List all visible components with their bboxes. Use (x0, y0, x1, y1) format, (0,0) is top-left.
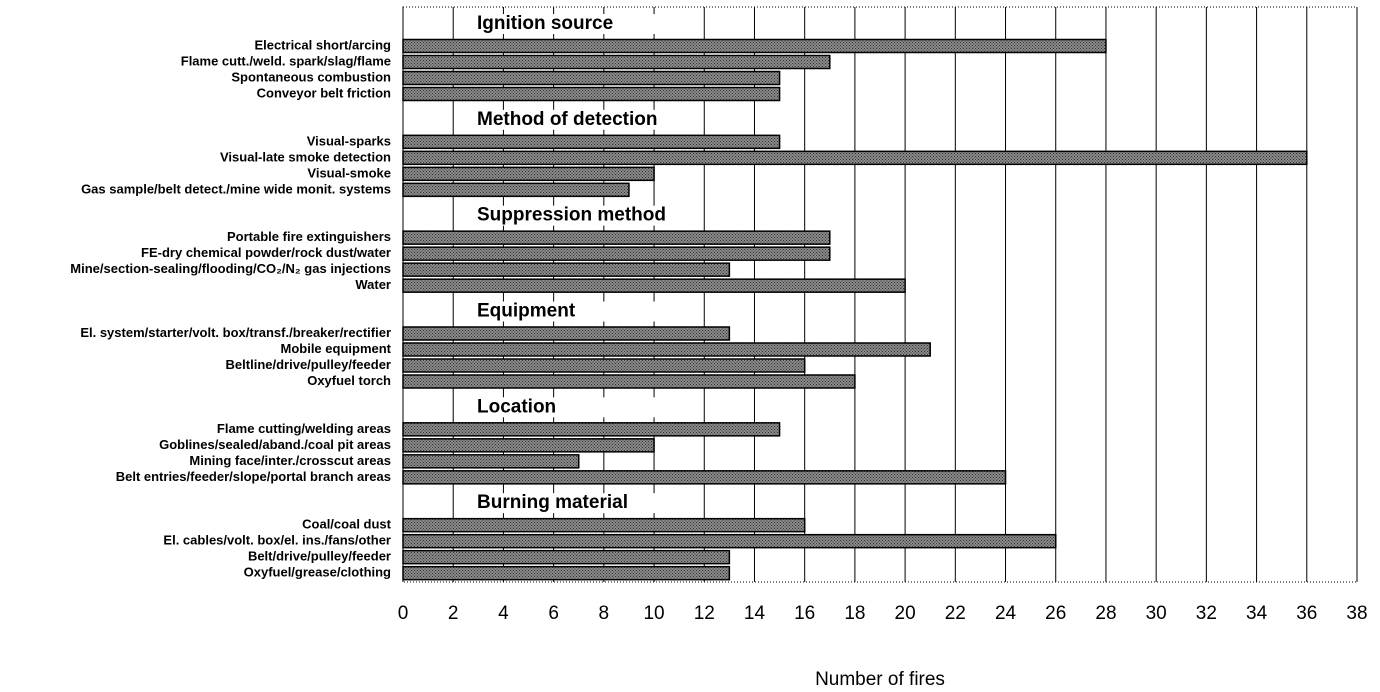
x-tick-label: 22 (945, 603, 966, 624)
bar (402, 38, 1107, 54)
y-tick-label: Gas sample/belt detect./mine wide monit.… (81, 181, 391, 196)
bar (402, 565, 731, 581)
y-tick-label: Goblines/sealed/aband./coal pit areas (159, 437, 391, 452)
x-tick-label: 32 (1196, 603, 1217, 624)
group-header: Burning material (477, 492, 628, 513)
group-header-bg (476, 14, 666, 34)
bar (402, 422, 781, 437)
x-tick-label: 24 (995, 603, 1017, 624)
x-tick-label: 2 (448, 603, 459, 624)
x-axis-label: Number of fires (815, 669, 945, 690)
x-tick-label: 18 (844, 603, 865, 624)
x-tick-label: 8 (599, 603, 610, 624)
y-tick-label: Coal/coal dust (302, 517, 392, 532)
x-tick-label: 30 (1146, 603, 1167, 624)
y-tick-label: Mobile equipment (281, 341, 392, 356)
y-tick-label: FE-dry chemical powder/rock dust/water (141, 245, 391, 260)
y-tick-label: Water (355, 277, 391, 292)
y-tick-label: Oxyfuel/grease/clothing (244, 565, 391, 580)
bar (402, 134, 781, 150)
x-tick-label: 12 (694, 603, 715, 624)
y-tick-label: Mining face/inter./crosscut areas (189, 453, 391, 468)
bar (402, 326, 731, 341)
bar (402, 70, 781, 86)
y-tick-label: Oxyfuel torch (307, 373, 391, 388)
y-tick-label: Conveyor belt friction (257, 85, 391, 100)
group-header-bg (476, 397, 666, 418)
x-tick-label: 10 (643, 603, 664, 624)
bar (402, 182, 630, 198)
bar (402, 246, 831, 261)
y-tick-label: El. system/starter/volt. box/transf./bre… (80, 325, 391, 340)
x-tick-label: 14 (744, 603, 766, 624)
bar (402, 358, 806, 373)
bar (402, 342, 931, 357)
bar (402, 533, 1057, 549)
bar (402, 470, 1007, 485)
group-header-bg (476, 493, 666, 514)
bar (402, 454, 580, 469)
x-tick-label: 6 (548, 603, 559, 624)
group-header: Method of detection (477, 109, 657, 130)
y-tick-label: Belt entries/feeder/slope/portal branch … (116, 469, 391, 484)
group-header: Equipment (477, 301, 576, 322)
y-tick-label: Visual-smoke (307, 165, 391, 180)
y-tick-label: Flame cutting/welding areas (217, 421, 391, 436)
bar (402, 150, 1308, 166)
x-tick-label: 26 (1045, 603, 1066, 624)
x-tick-label: 0 (398, 603, 409, 624)
bar (402, 262, 731, 277)
group-header: Suppression method (477, 205, 666, 226)
y-tick-label: Visual-late smoke detection (220, 149, 391, 164)
y-tick-label: Beltline/drive/pulley/feeder (226, 357, 391, 372)
bar (402, 54, 831, 70)
group-header-bg (476, 205, 666, 226)
bar (402, 517, 806, 533)
x-tick-label: 28 (1095, 603, 1116, 624)
y-tick-label: Belt/drive/pulley/feeder (248, 549, 391, 564)
bar (402, 374, 856, 389)
x-tick-label: 34 (1246, 603, 1268, 624)
y-tick-label: Portable fire extinguishers (227, 229, 391, 244)
bar (402, 86, 781, 102)
y-tick-label: Spontaneous combustion (231, 69, 391, 84)
x-tick-label: 38 (1346, 603, 1367, 624)
x-tick-label: 20 (895, 603, 916, 624)
x-tick-label: 36 (1296, 603, 1317, 624)
y-tick-label: Flame cutt./weld. spark/slag/flame (181, 53, 391, 68)
y-tick-label: Electrical short/arcing (254, 37, 391, 52)
plot-frame (402, 6, 1358, 583)
bar (402, 278, 906, 293)
bar (402, 549, 731, 565)
group-header: Location (477, 396, 556, 417)
group-header: Ignition source (477, 13, 613, 34)
x-tick-label: 4 (498, 603, 509, 624)
y-tick-label: Visual-sparks (307, 133, 391, 148)
y-tick-label: El. cables/volt. box/el. ins./fans/other (163, 533, 391, 548)
group-header-bg (476, 301, 666, 322)
bar (402, 166, 655, 182)
bar (402, 230, 831, 245)
x-tick-label: 16 (794, 603, 815, 624)
bar (402, 438, 655, 453)
y-tick-label: Mine/section-sealing/flooding/CO₂/N₂ gas… (70, 261, 391, 276)
group-header-bg (476, 109, 666, 130)
